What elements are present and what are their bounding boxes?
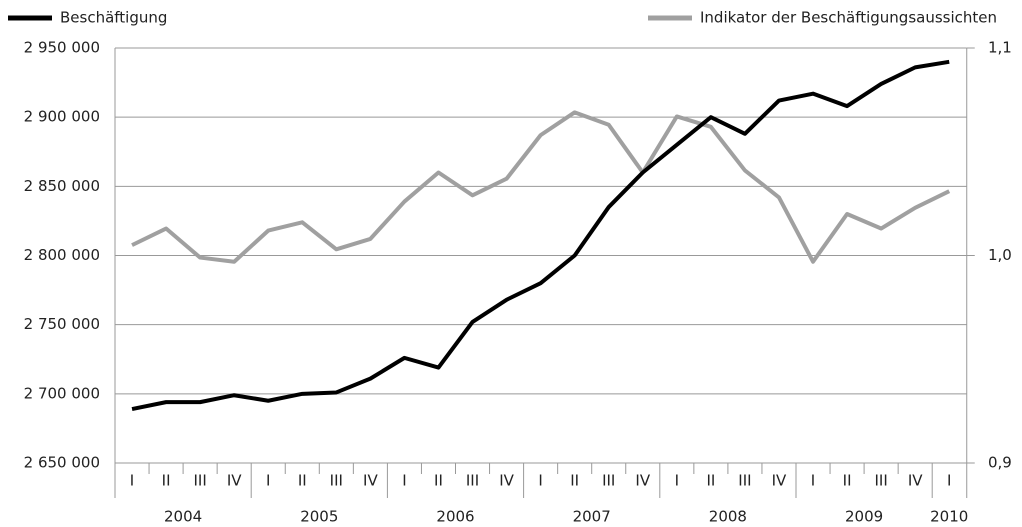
x-tick-label: II [298,472,307,490]
x-tick-label: III [738,472,751,490]
year-label: 2008 [709,508,747,526]
x-tick-label: I [538,472,542,490]
x-tick-label: III [330,472,343,490]
x-tick-label: II [570,472,579,490]
x-tick-label: III [193,472,206,490]
x-tick-label: I [811,472,815,490]
x-tick-label: IV [635,472,650,490]
x-tick-label: III [466,472,479,490]
x-tick-label: II [162,472,171,490]
y2-tick-label: 0,9 [988,454,1012,472]
x-tick-label: II [434,472,443,490]
year-label: 2007 [573,508,611,526]
x-tick-label: I [130,472,134,490]
y-tick-label: 2 900 000 [24,108,100,126]
y-tick-label: 2 950 000 [24,39,100,57]
legend-label: Indikator der Beschäftigungsaussichten [700,9,997,27]
y-tick-label: 2 650 000 [24,454,100,472]
x-tick-label: IV [772,472,787,490]
year-label: 2005 [300,508,338,526]
year-label: 2010 [930,508,968,526]
x-tick-label: I [266,472,270,490]
y2-tick-label: 1,1 [988,39,1012,57]
x-tick-label: I [947,472,951,490]
x-tick-label: III [602,472,615,490]
year-label: 2006 [436,508,474,526]
legend-label: Beschäftigung [60,9,167,27]
y-tick-label: 2 850 000 [24,177,100,195]
y-tick-label: 2 700 000 [24,384,100,402]
year-label: 2009 [845,508,883,526]
x-tick-label: I [402,472,406,490]
x-tick-label: III [874,472,887,490]
y2-tick-label: 1,0 [988,246,1012,264]
x-tick-label: I [675,472,679,490]
x-tick-label: IV [227,472,242,490]
x-tick-label: IV [499,472,514,490]
y-tick-label: 2 750 000 [24,315,100,333]
year-label: 2004 [164,508,202,526]
x-tick-label: IV [908,472,923,490]
x-tick-label: IV [363,472,378,490]
x-tick-label: II [843,472,852,490]
series-line [131,110,951,264]
x-tick-label: II [706,472,715,490]
series-line [131,59,950,412]
y-tick-label: 2 800 000 [24,246,100,264]
